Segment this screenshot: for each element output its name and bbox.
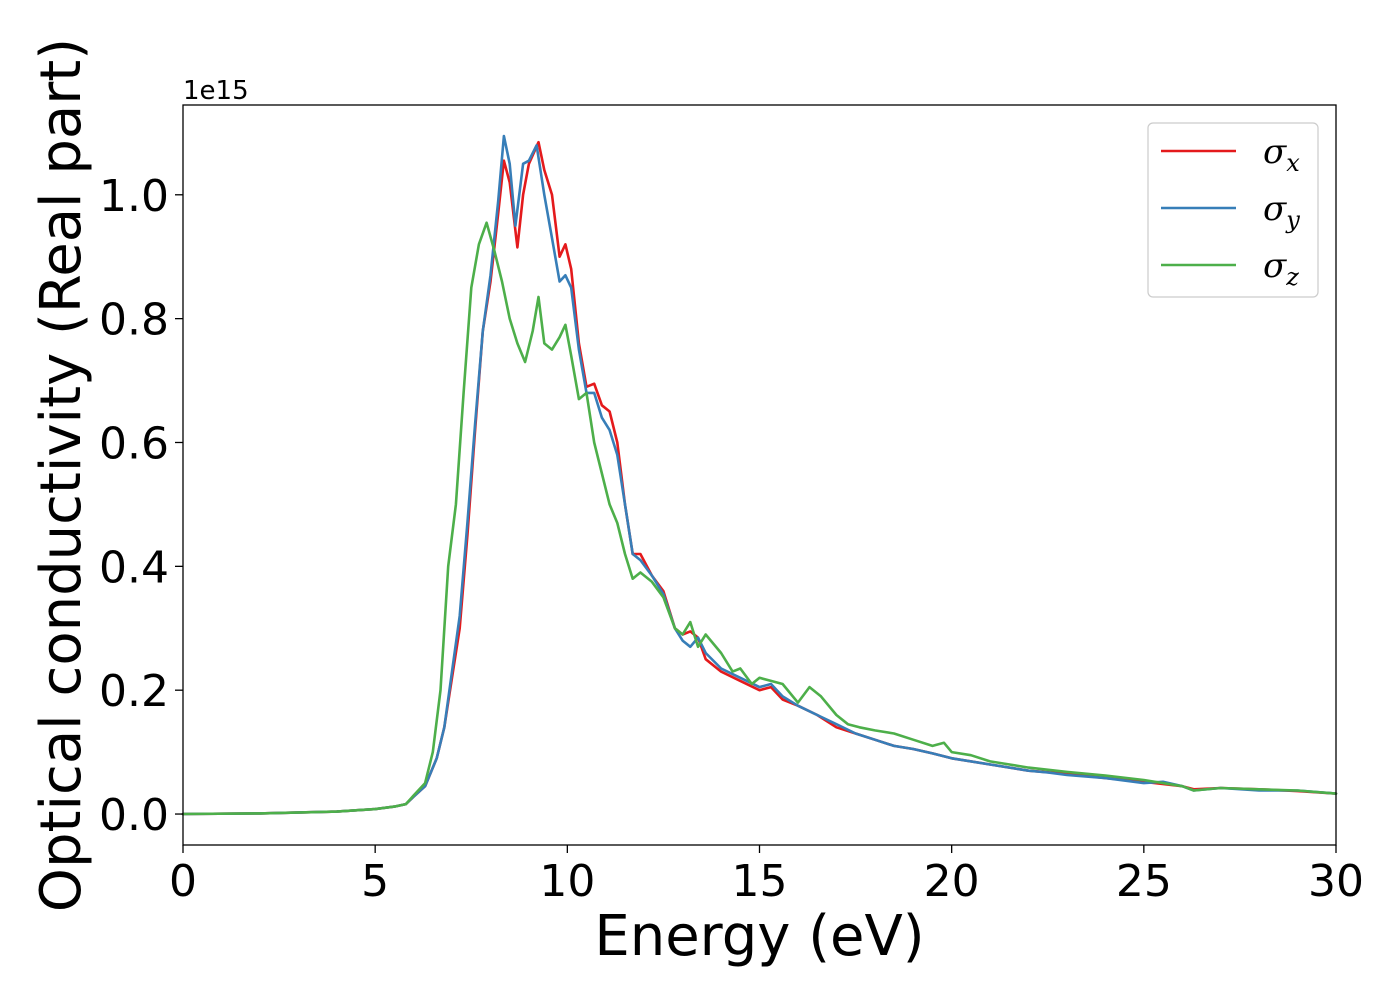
series-line-z [181,221,1338,816]
y-tick-label: 0.4 [99,542,169,593]
legend-label-x: σx [1263,132,1300,177]
y-tick-label: 1.0 [99,171,169,222]
y-tick-label: 0.0 [99,790,169,841]
legend: σx σy σz [1147,122,1319,298]
x-axis: 0 5 10 15 20 25 30 [169,845,1364,907]
legend-label-z: σz [1263,246,1299,291]
x-tick-label: 15 [732,856,788,907]
y-tick-label: 0.8 [99,295,169,346]
x-tick-label: 10 [539,856,595,907]
y-tick-label: 0.2 [99,666,169,717]
y-tick-label: 0.6 [99,418,169,469]
y-axis-label: Optical conductivity (Real part) [29,38,94,912]
x-axis-label: Energy (eV) [594,904,924,969]
x-tick-label: 30 [1308,856,1364,907]
series-line-y [181,134,1338,816]
x-tick-label: 0 [169,856,197,907]
legend-box [1147,122,1319,298]
x-tick-label: 5 [361,856,389,907]
y-axis: 0.0 0.2 0.4 0.6 0.8 1.0 [99,171,183,841]
series-layer [181,134,1338,816]
x-tick-label: 20 [924,856,980,907]
y-offset-label: 1e15 [183,76,249,106]
legend-label-y: σy [1263,189,1300,234]
x-tick-label: 25 [1116,856,1172,907]
